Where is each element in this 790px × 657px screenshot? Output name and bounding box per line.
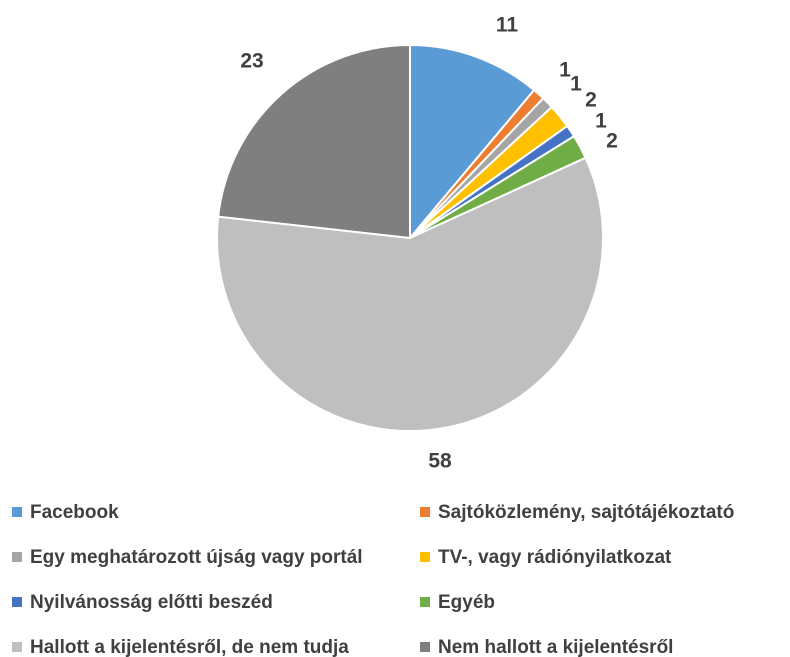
legend-swatch [12,597,22,607]
pie-slice [409,43,536,241]
value-label: 1 [570,73,582,96]
value-label: 2 [585,89,597,112]
legend-label: Sajtóközlemény, sajtótájékoztató [438,502,734,523]
value-label: 2 [606,130,618,153]
value-label: 1 [559,59,571,82]
legend-swatch [420,642,430,652]
legend-swatch [12,642,22,652]
legend-swatch [420,507,430,517]
legend-label: Egy meghatározott újság vagy portál [30,547,363,568]
pie-slice [217,43,411,240]
legend-swatch [12,552,22,562]
legend-swatch [12,507,22,517]
legend-label: Hallott a kijelentésről, de nem tudja [30,637,349,657]
legend-label: Facebook [30,502,119,523]
pie-slice [216,156,604,432]
legend-swatch [420,597,430,607]
legend-label: Nem hallott a kijelentésről [438,637,673,657]
value-label: 58 [428,450,452,473]
legend-label: Nyilvánosság előtti beszéd [30,592,273,613]
value-label: 1 [595,110,607,133]
value-label: 23 [240,50,263,73]
legend-label: TV-, vagy rádiónyilatkozat [438,547,672,568]
legend-label: Egyéb [438,592,495,613]
value-label: 11 [496,14,519,37]
legend-swatch [420,552,430,562]
